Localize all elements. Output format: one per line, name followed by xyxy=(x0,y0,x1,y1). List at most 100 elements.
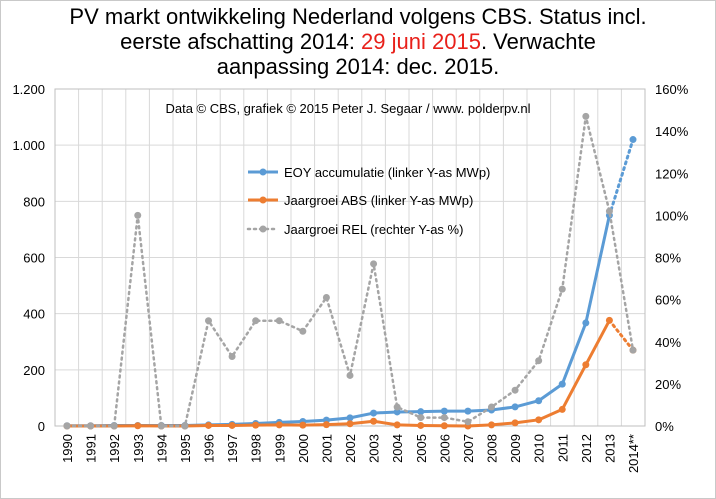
data-point xyxy=(393,403,401,411)
data-point xyxy=(87,422,95,430)
data-point xyxy=(488,421,495,429)
data-point xyxy=(134,211,142,219)
data-point xyxy=(511,403,519,411)
x-tick-label: 2012 xyxy=(579,434,594,463)
series-estimate-line xyxy=(607,318,635,352)
x-tick-label: 2003 xyxy=(367,434,382,463)
x-tick-label: 1998 xyxy=(249,434,264,463)
x-tick-label: 2007 xyxy=(461,434,476,463)
x-tick-label: 1993 xyxy=(131,434,146,463)
left-tick-label: 1.000 xyxy=(12,138,45,153)
data-point xyxy=(322,421,330,429)
data-point xyxy=(134,422,142,430)
right-tick-label: 60% xyxy=(655,293,681,308)
right-tick-label: 120% xyxy=(655,166,689,181)
x-tick-label: 1991 xyxy=(84,434,99,463)
series-3 xyxy=(63,112,637,430)
data-point xyxy=(511,419,519,427)
data-point xyxy=(181,422,189,430)
chart-title-line2: eerste afschatting 2014: 29 juni 2015. V… xyxy=(0,29,716,54)
x-axis: 1990 1991 1992 1993 1994 1995 1996 1997 1998 1999… xyxy=(55,425,645,473)
chart-title-date: 29 juni 2015 xyxy=(361,29,481,54)
data-point xyxy=(205,421,212,429)
data-point xyxy=(370,409,378,417)
chart-title-line3: aanpassing 2014: dec. 2015. xyxy=(216,54,500,79)
data-point xyxy=(535,397,543,405)
data-point xyxy=(582,112,590,120)
data-point xyxy=(299,421,307,429)
data-point xyxy=(440,414,448,422)
legend-swatch-marker xyxy=(259,196,267,204)
x-tick-label: 1990 xyxy=(60,434,75,463)
data-point xyxy=(629,136,637,144)
right-tick-label: 0% xyxy=(655,419,674,434)
x-tick-label: 2002 xyxy=(343,434,358,463)
legend-label: Jaargroei ABS (linker Y-as MWp) xyxy=(284,193,473,208)
data-point xyxy=(629,346,637,354)
chart-title-line2-post: . Verwachte xyxy=(480,29,596,54)
data-point xyxy=(464,418,472,426)
x-tick-label: 2014** xyxy=(626,434,641,473)
x-tick-label: 1994 xyxy=(154,434,169,463)
data-point xyxy=(440,422,448,430)
x-tick-label: 2010 xyxy=(532,434,547,463)
data-point xyxy=(252,317,260,325)
left-tick-label: 600 xyxy=(23,251,45,266)
x-tick-label: 2008 xyxy=(485,434,500,463)
data-point xyxy=(346,414,354,422)
data-point xyxy=(605,207,613,215)
x-tick-label: 2000 xyxy=(296,434,311,463)
legend-swatch-marker xyxy=(259,168,267,176)
chart-title: PV markt ontwikkeling Nederland volgens … xyxy=(0,4,716,79)
data-point xyxy=(228,421,236,429)
data-point xyxy=(370,417,378,425)
data-point xyxy=(488,403,495,411)
x-tick-label: 1999 xyxy=(272,434,287,463)
data-point xyxy=(252,421,260,429)
data-point xyxy=(417,421,425,429)
data-point xyxy=(110,422,118,430)
left-tick-label: 200 xyxy=(23,363,45,378)
series-line xyxy=(65,116,635,428)
x-tick-label: 2004 xyxy=(390,434,405,463)
left-tick-label: 1.200 xyxy=(12,82,45,97)
data-point xyxy=(370,260,378,268)
legend-item-3: Jaargroei REL (rechter Y-as %) xyxy=(246,222,463,237)
data-point xyxy=(393,408,401,416)
data-point xyxy=(275,317,283,325)
data-point xyxy=(63,422,71,430)
data-point xyxy=(322,294,330,302)
x-tick-label: 2009 xyxy=(508,434,523,463)
data-point xyxy=(417,408,425,416)
credit-note: Data © CBS, grafiek © 2015 Peter J. Sega… xyxy=(165,101,530,116)
data-point xyxy=(605,316,613,324)
series-line xyxy=(67,319,611,428)
x-tick-label: 2006 xyxy=(437,434,452,463)
data-point xyxy=(299,327,307,335)
x-tick-label: 2013 xyxy=(602,434,617,463)
data-point xyxy=(535,357,543,365)
data-point xyxy=(393,421,401,429)
data-point xyxy=(558,285,566,293)
right-tick-label: 80% xyxy=(655,251,681,266)
left-tick-label: 0 xyxy=(38,419,45,434)
data-point xyxy=(346,420,354,428)
x-tick-label: 1995 xyxy=(178,434,193,463)
data-point xyxy=(558,380,566,388)
right-tick-label: 40% xyxy=(655,335,681,350)
right-tick-label: 100% xyxy=(655,208,689,223)
data-point xyxy=(205,317,212,325)
data-point xyxy=(157,422,165,430)
data-point xyxy=(582,319,590,327)
data-point xyxy=(440,407,448,415)
left-tick-label: 800 xyxy=(23,194,45,209)
data-point xyxy=(511,386,519,394)
right-axis: 0% 20% 40% 60% 80% 100% 120% 140% 160% xyxy=(655,82,689,434)
data-point xyxy=(535,416,543,424)
data-point xyxy=(464,407,472,415)
chart-title-line2-pre: eerste afschatting 2014: xyxy=(120,29,362,54)
chart-title-line1: PV markt ontwikkeling Nederland volgens … xyxy=(69,4,647,29)
series-layer xyxy=(63,112,637,430)
x-tick-label: 1992 xyxy=(107,434,122,463)
